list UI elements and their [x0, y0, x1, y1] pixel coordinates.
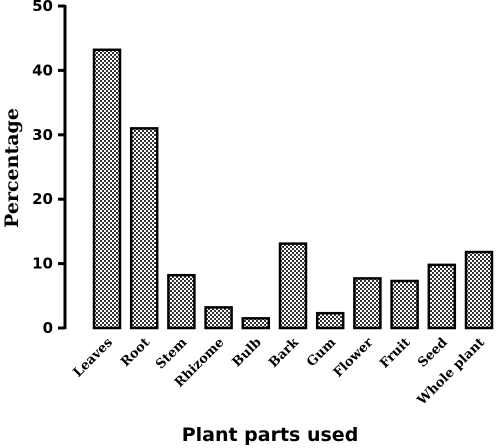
y-axis-title: Percentage — [1, 108, 23, 228]
x-axis-title: Plant parts used — [182, 424, 359, 446]
x-tick-label: Fruit — [377, 335, 413, 371]
y-tick-label: 50 — [32, 0, 53, 15]
y-tick-label: 20 — [32, 190, 53, 208]
y-tick-label: 10 — [32, 255, 53, 273]
bars-group — [92, 48, 494, 330]
bar — [92, 48, 122, 330]
bar — [204, 306, 233, 330]
y-axis: 0 10 20 30 40 50 — [32, 0, 67, 337]
x-tick-label: Gum — [304, 335, 339, 370]
x-tick-label: Leaves — [71, 335, 116, 380]
bar — [278, 242, 308, 330]
bar — [241, 317, 271, 330]
bar — [464, 250, 494, 330]
y-tick-label: 40 — [32, 61, 53, 79]
y-tick-label: 0 — [43, 319, 53, 337]
y-tick-label: 30 — [32, 126, 53, 144]
x-tick-label: Whole plant — [414, 335, 488, 409]
bar — [315, 311, 345, 330]
x-tick-label: Flower — [331, 335, 376, 380]
x-tick-label: Seed — [415, 335, 450, 370]
x-tick-label: Bulb — [230, 335, 265, 370]
x-tick-label: Root — [118, 335, 153, 370]
bar — [427, 263, 457, 330]
bar — [390, 279, 419, 330]
x-tick-label: Bark — [266, 335, 302, 371]
bar — [353, 277, 382, 330]
bar — [129, 127, 159, 330]
bar — [167, 273, 196, 330]
